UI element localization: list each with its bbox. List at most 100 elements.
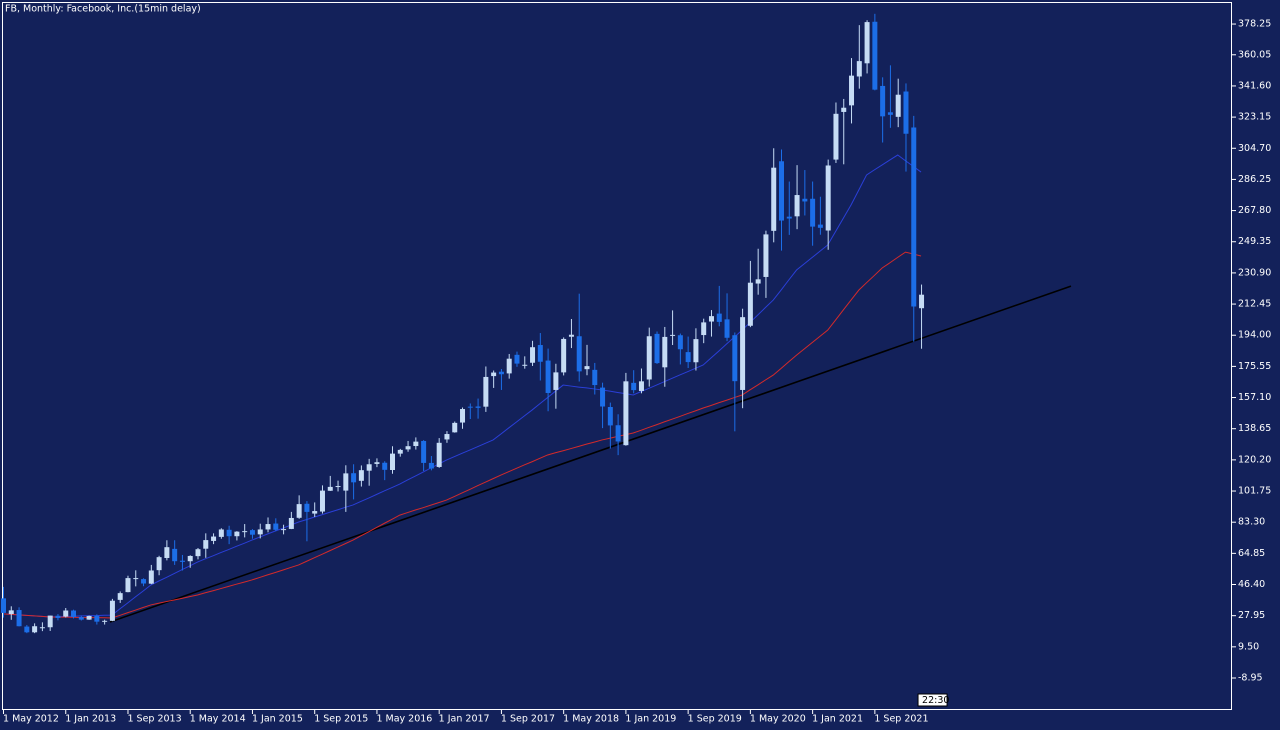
y-tick-label: 360.05 [1238, 49, 1271, 60]
timer-box [917, 693, 948, 707]
y-tick-label: 27.95 [1238, 610, 1265, 621]
y-tick-label: -8.95 [1238, 672, 1263, 683]
candle-body [452, 422, 458, 433]
y-tick-label: 138.65 [1238, 423, 1271, 434]
candle-body [428, 462, 434, 469]
candle-body [561, 338, 567, 373]
candle-body [312, 511, 318, 514]
x-tick-label: 1 May 2014 [190, 714, 246, 725]
x-tick-label: 1 Sep 2021 [874, 714, 928, 725]
candle-body [413, 441, 419, 447]
candle-body [600, 387, 606, 407]
candle-body [779, 161, 784, 221]
candle-body [281, 529, 287, 531]
trendline [109, 285, 1072, 623]
candle-body [390, 453, 395, 471]
x-tick-label: 1 May 2012 [3, 714, 59, 725]
candle-body [94, 615, 100, 622]
candle-body [701, 322, 707, 336]
candle-body [366, 464, 372, 471]
x-tick-label: 1 Sep 2019 [688, 714, 742, 725]
candle-body [872, 21, 878, 90]
y-tick-label: 194.00 [1238, 330, 1271, 341]
x-tick-label: 1 Jan 2013 [65, 714, 116, 725]
candle-body [102, 620, 108, 622]
candle-body [716, 313, 722, 322]
candle-body [864, 22, 870, 64]
candle-body [257, 529, 263, 535]
y-tick-label: 249.35 [1238, 236, 1271, 247]
y-tick-label: 230.90 [1238, 267, 1271, 278]
candle-body [273, 523, 279, 530]
candle-body [849, 75, 855, 106]
candle-body [117, 593, 123, 600]
candle-body [545, 360, 551, 393]
y-tick-label: 175.55 [1238, 361, 1271, 372]
candle-body [794, 195, 800, 217]
candle-body [172, 548, 178, 562]
candle-body [179, 560, 185, 562]
y-tick-label: 323.15 [1238, 112, 1271, 123]
x-tick-label: 1 Jan 2019 [625, 714, 676, 725]
candle-body [887, 112, 893, 115]
candle-body [895, 94, 901, 117]
candle-body [187, 555, 193, 562]
candle-body [296, 504, 302, 518]
candle-body [1, 598, 6, 613]
candle-body [856, 61, 862, 77]
candle-body [514, 354, 520, 364]
y-tick-label: 46.40 [1238, 579, 1265, 590]
candle-body [164, 547, 170, 558]
candle-body [358, 470, 364, 481]
candle-body [47, 615, 53, 628]
candle-body [537, 345, 543, 362]
candle-body [802, 198, 808, 202]
candle-body [740, 317, 746, 390]
candle-body [584, 366, 590, 370]
candle-body [148, 570, 154, 584]
candle-body [553, 372, 559, 390]
candle-body [903, 91, 909, 134]
candle-body [817, 224, 823, 228]
candle-body [483, 376, 489, 407]
candle-body [662, 336, 668, 368]
candle-body [125, 578, 131, 593]
candle-body [506, 358, 512, 374]
candle-body [724, 319, 730, 338]
candle-body [693, 339, 699, 363]
x-tick-label: 1 Jan 2021 [812, 714, 863, 725]
candle-body [833, 113, 839, 160]
x-tick-label: 1 Sep 2017 [501, 714, 555, 725]
candle-body [810, 198, 816, 227]
candle-body [654, 333, 660, 364]
candle-body [444, 434, 450, 440]
candle-body [421, 440, 427, 463]
y-tick-label: 120.20 [1238, 454, 1271, 465]
candle-body [39, 627, 45, 629]
x-tick-label: 1 May 2018 [563, 714, 619, 725]
candle-body [141, 579, 147, 584]
candle-body [397, 449, 403, 454]
x-tick-label: 1 May 2016 [376, 714, 432, 725]
candle-body [677, 335, 683, 350]
x-tick-label: 1 Sep 2013 [127, 714, 181, 725]
candle-body [880, 85, 886, 117]
candle-body [911, 127, 917, 307]
candle-body [685, 352, 691, 363]
y-tick-label: 157.10 [1238, 392, 1271, 403]
x-tick-label: 1 Jan 2017 [439, 714, 490, 725]
candle-body [86, 615, 92, 620]
candle-body [265, 524, 271, 530]
plot-frame [2, 2, 1232, 710]
y-tick-label: 64.85 [1238, 548, 1265, 559]
candle-body [615, 425, 621, 442]
candle-body [304, 503, 310, 512]
candle-body [763, 234, 769, 277]
x-tick-label: 1 Jan 2015 [252, 714, 303, 725]
candle-body [568, 334, 574, 337]
candle-body [638, 381, 644, 391]
y-tick-label: 286.25 [1238, 174, 1271, 185]
